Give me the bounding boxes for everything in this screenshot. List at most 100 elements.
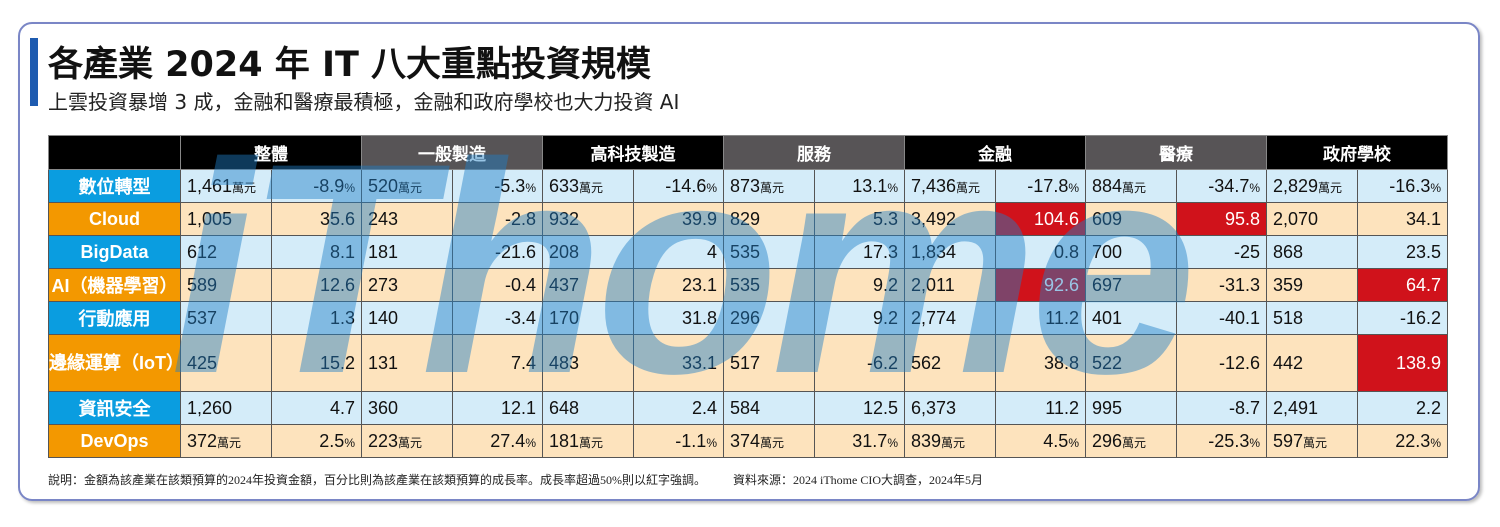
amount-cell: 372萬元 — [180, 424, 272, 458]
amount-value: 700 — [1092, 241, 1123, 262]
amount-cell: 873萬元 — [723, 169, 815, 203]
growth-value: 33.1 — [681, 352, 717, 373]
amount-cell: 520萬元 — [361, 169, 453, 203]
growth-value: 12.1 — [500, 397, 536, 418]
amount-cell: 181 — [361, 235, 453, 269]
row-label: BigData — [48, 235, 181, 269]
percent-unit: % — [1068, 435, 1079, 450]
amount-value: 584 — [730, 397, 761, 418]
growth-rate-cell: 5.3 — [813, 202, 905, 236]
amount-cell: 359 — [1266, 268, 1358, 302]
amount-cell: 437 — [542, 268, 634, 302]
amount-cell: 932 — [542, 202, 634, 236]
growth-rate-cell: -14.6% — [632, 169, 724, 203]
growth-value: 8.1 — [329, 241, 355, 262]
growth-value: -8.9 — [313, 175, 345, 196]
column-header: 一般製造 — [361, 135, 543, 170]
growth-value: 64.7 — [1405, 274, 1441, 295]
percent-unit: % — [525, 180, 536, 195]
growth-value: 34.1 — [1405, 208, 1441, 229]
growth-value: 39.9 — [681, 208, 717, 229]
amount-cell: 1,260 — [180, 391, 272, 425]
amount-value: 1,834 — [911, 241, 957, 262]
amount-cell: 208 — [542, 235, 634, 269]
amount-value: 518 — [1273, 307, 1304, 328]
growth-rate-cell: 12.6 — [270, 268, 362, 302]
amount-cell: 170 — [542, 301, 634, 335]
amount-cell: 884萬元 — [1085, 169, 1177, 203]
amount-value: 437 — [549, 274, 580, 295]
growth-value: 2.2 — [1415, 397, 1441, 418]
amount-cell: 7,436萬元 — [904, 169, 996, 203]
amount-value: 208 — [549, 241, 580, 262]
growth-rate-cell: 138.9 — [1356, 334, 1448, 392]
amount-value: 181 — [549, 430, 580, 451]
growth-value: 15.2 — [319, 352, 355, 373]
amount-cell: 522 — [1085, 334, 1177, 392]
amount-value: 223 — [368, 430, 399, 451]
percent-unit: % — [344, 180, 355, 195]
amount-unit: 萬元 — [217, 435, 242, 450]
amount-cell: 2,070 — [1266, 202, 1358, 236]
amount-value: 273 — [368, 274, 399, 295]
amount-value: 1,260 — [187, 397, 233, 418]
amount-cell: 140 — [361, 301, 453, 335]
growth-rate-cell: -21.6 — [451, 235, 543, 269]
table-row: 邊緣運算（IoT） 425 15.2 131 7.4 483 33.1 517 -6.2 562 3… — [48, 334, 1448, 392]
amount-value: 520 — [368, 175, 399, 196]
amount-unit: 萬元 — [579, 180, 604, 195]
amount-cell: 584 — [723, 391, 815, 425]
growth-rate-cell: -6.2 — [813, 334, 905, 392]
growth-rate-cell: 2.4 — [632, 391, 724, 425]
amount-value: 2,070 — [1273, 208, 1319, 229]
growth-rate-cell: -5.3% — [451, 169, 543, 203]
amount-value: 517 — [730, 352, 761, 373]
amount-value: 243 — [368, 208, 399, 229]
growth-value: 4.7 — [329, 397, 355, 418]
growth-rate-cell: 38.8 — [994, 334, 1086, 392]
growth-rate-cell: 17.3 — [813, 235, 905, 269]
amount-unit: 萬元 — [760, 180, 785, 195]
amount-cell: 425 — [180, 334, 272, 392]
amount-cell: 181萬元 — [542, 424, 634, 458]
amount-value: 372 — [187, 430, 218, 451]
amount-value: 562 — [911, 352, 942, 373]
amount-cell: 995 — [1085, 391, 1177, 425]
growth-value: 138.9 — [1395, 352, 1441, 373]
growth-rate-cell: 95.8 — [1175, 202, 1267, 236]
growth-value: -25 — [1233, 241, 1260, 262]
header-corner — [48, 135, 181, 170]
growth-value: -3.4 — [504, 307, 536, 328]
growth-rate-cell: 12.1 — [451, 391, 543, 425]
growth-rate-cell: 11.2 — [994, 301, 1086, 335]
table-row: AI（機器學習） 589 12.6 273 -0.4 437 23.1 535 9.2 2,011… — [48, 268, 1448, 302]
percent-unit: % — [525, 435, 536, 450]
growth-rate-cell: 7.4 — [451, 334, 543, 392]
growth-value: 31.7 — [852, 430, 888, 451]
growth-rate-cell: -25.3% — [1175, 424, 1267, 458]
growth-value: 95.8 — [1224, 208, 1260, 229]
amount-cell: 648 — [542, 391, 634, 425]
growth-rate-cell: -34.7% — [1175, 169, 1267, 203]
amount-value: 697 — [1092, 274, 1123, 295]
amount-value: 932 — [549, 208, 580, 229]
growth-rate-cell: -40.1 — [1175, 301, 1267, 335]
growth-rate-cell: -8.7 — [1175, 391, 1267, 425]
percent-unit: % — [1430, 435, 1441, 450]
column-header: 政府學校 — [1266, 135, 1448, 170]
amount-value: 442 — [1273, 352, 1304, 373]
growth-value: 11.2 — [1045, 307, 1079, 328]
amount-unit: 萬元 — [398, 180, 423, 195]
growth-rate-cell: 92.6 — [994, 268, 1086, 302]
table-row: BigData 612 8.1 181 -21.6 208 4 535 17.3 1,834 0.8… — [48, 235, 1448, 269]
percent-unit: % — [344, 435, 355, 450]
amount-unit: 萬元 — [398, 435, 423, 450]
growth-value: 27.4 — [490, 430, 526, 451]
row-label: 資訊安全 — [48, 391, 181, 425]
growth-value: -6.2 — [866, 352, 898, 373]
amount-value: 296 — [730, 307, 761, 328]
amount-value: 522 — [1092, 352, 1123, 373]
growth-value: 31.8 — [681, 307, 717, 328]
growth-rate-cell: 104.6 — [994, 202, 1086, 236]
growth-rate-cell: -25 — [1175, 235, 1267, 269]
